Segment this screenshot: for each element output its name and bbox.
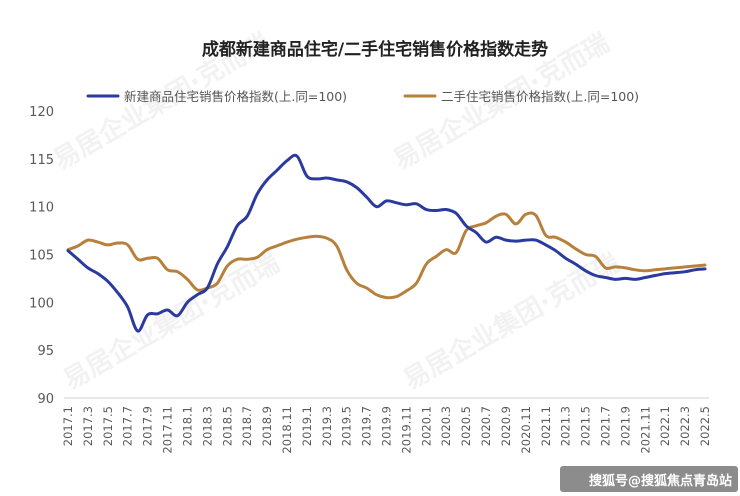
legend-label-second-hand: 二手住宅销售价格指数(上.同=100) xyxy=(441,89,639,104)
x-tick-label: 2017.1 xyxy=(61,406,75,446)
credit-text: 搜狐号@搜狐焦点青岛站 xyxy=(589,473,732,489)
x-tick-label: 2019.5 xyxy=(340,406,354,446)
x-tick-label: 2018.5 xyxy=(220,406,234,446)
x-tick-label: 2021.9 xyxy=(618,406,632,446)
x-tick-label: 2020.7 xyxy=(479,406,493,446)
x-tick-label: 2020.11 xyxy=(519,406,533,454)
y-tick-label: 105 xyxy=(29,249,54,264)
x-axis: 2017.1 2017.3 2017.5 2017.7 2017.9 2017.11 201… xyxy=(61,397,712,454)
x-tick-label: 2019.7 xyxy=(360,406,374,446)
x-tick-label: 2022.3 xyxy=(678,406,692,446)
y-axis: 90 95 100 105 110 115 120 xyxy=(29,105,54,407)
x-tick-label: 2018.9 xyxy=(260,406,274,446)
x-tick-label: 2021.7 xyxy=(598,406,612,446)
x-tick-label: 2019.9 xyxy=(380,406,394,446)
x-tick-label: 2020.1 xyxy=(419,406,433,446)
series-line-new-home xyxy=(66,153,707,333)
x-tick-label: 2019.3 xyxy=(320,406,334,446)
x-tick-label: 2019.1 xyxy=(300,406,314,446)
credit-background xyxy=(560,466,738,492)
x-tick-label: 2017.5 xyxy=(101,406,115,446)
x-tick-label: 2017.7 xyxy=(121,406,135,446)
x-tick-label: 2018.3 xyxy=(200,406,214,446)
y-tick-label: 120 xyxy=(29,105,54,120)
watermark-text-4: 易居企业集团·克而瑞 xyxy=(398,247,625,396)
x-tick-label: 2021.11 xyxy=(638,406,652,454)
chart-legend: 新建商品住宅销售价格指数(上.同=100) 二手住宅销售价格指数(上.同=100… xyxy=(86,89,639,104)
x-tick-label: 2018.11 xyxy=(280,406,294,454)
y-tick-label: 90 xyxy=(37,392,54,407)
x-tick-label: 2020.5 xyxy=(459,406,473,446)
x-tick-label: 2017.11 xyxy=(161,406,175,454)
legend-label-new-home: 新建商品住宅销售价格指数(上.同=100) xyxy=(124,89,347,104)
x-tick-label: 2018.7 xyxy=(240,406,254,446)
x-tick-label: 2021.1 xyxy=(539,406,553,446)
chart-title: 成都新建商品住宅/二手住宅销售价格指数走势 xyxy=(202,39,548,60)
y-tick-label: 110 xyxy=(29,201,54,216)
x-tick-label: 2022.5 xyxy=(698,406,712,446)
x-tick-label: 2019.11 xyxy=(399,406,413,454)
x-tick-label: 2020.3 xyxy=(439,406,453,446)
series-layer xyxy=(66,153,707,333)
watermark-layer: 易居企业集团·克而瑞 易居企业集团·克而瑞 易居企业集团·克而瑞 易居企业集团·… xyxy=(48,27,625,396)
x-tick-label: 2021.3 xyxy=(559,406,573,446)
y-tick-label: 95 xyxy=(37,344,54,359)
series-line-second-hand xyxy=(66,211,707,300)
x-tick-label: 2017.3 xyxy=(81,406,95,446)
x-tick-label: 2021.5 xyxy=(579,406,593,446)
y-tick-label: 100 xyxy=(29,296,54,311)
x-tick-label: 2020.9 xyxy=(499,406,513,446)
y-tick-label: 115 xyxy=(29,153,54,168)
x-tick-label: 2018.1 xyxy=(180,406,194,446)
x-tick-label: 2022.1 xyxy=(658,406,672,446)
x-tick-label: 2017.9 xyxy=(141,406,155,446)
